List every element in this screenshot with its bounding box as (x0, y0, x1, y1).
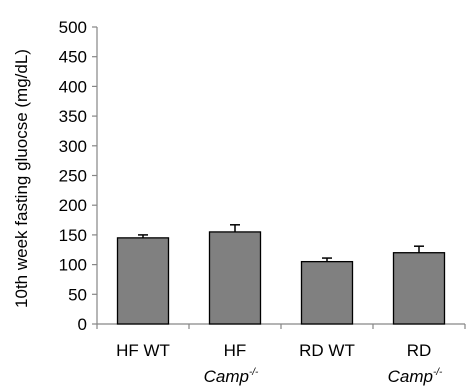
y-tick-label: 450 (59, 48, 87, 67)
y-tick-label: 100 (59, 256, 87, 275)
y-tick-label: 200 (59, 196, 87, 215)
y-tick-label: 400 (59, 77, 87, 96)
y-tick-label: 150 (59, 226, 87, 245)
y-tick-label: 500 (59, 18, 87, 37)
x-axis (96, 323, 466, 329)
x-category-label-line2: Camp-/- (204, 367, 259, 386)
bar (208, 231, 262, 325)
bar (116, 237, 170, 325)
x-category-label: RD (407, 341, 432, 360)
category-labels: HF WT HF Camp-/- RD WT RD Camp-/- (116, 341, 443, 386)
bar (392, 252, 446, 325)
x-category-label: HF WT (116, 341, 170, 360)
y-axis-label: 10th week fasting gluocse (mg/dL) (12, 49, 31, 308)
x-category-label: RD WT (299, 341, 355, 360)
x-category-label-line2: Camp-/- (388, 367, 443, 386)
bar (300, 260, 354, 325)
y-axis-label-group: 10th week fasting gluocse (mg/dL) (12, 49, 31, 308)
bars (116, 224, 446, 325)
y-tick-label: 0 (78, 315, 87, 334)
y-axis: 0 50 100 150 200 250 300 350 400 450 500 (59, 18, 98, 334)
y-tick-label: 250 (59, 167, 87, 186)
y-tick-label: 350 (59, 107, 87, 126)
y-tick-label: 50 (68, 285, 87, 304)
x-category-label: HF (224, 341, 247, 360)
y-tick-label: 300 (59, 137, 87, 156)
